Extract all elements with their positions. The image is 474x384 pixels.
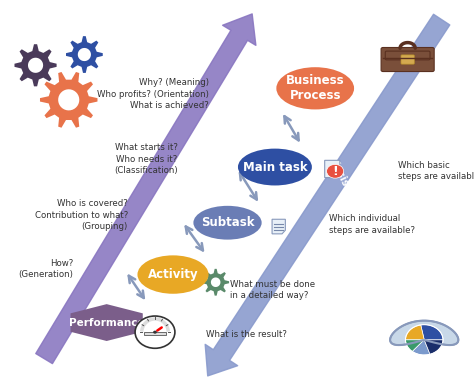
Text: Main task: Main task bbox=[243, 161, 307, 174]
Text: Business
Process: Business Process bbox=[286, 74, 345, 102]
Polygon shape bbox=[390, 321, 458, 345]
Polygon shape bbox=[15, 44, 56, 86]
Wedge shape bbox=[405, 340, 424, 352]
Wedge shape bbox=[424, 340, 443, 354]
Polygon shape bbox=[211, 278, 220, 287]
Text: Subtask: Subtask bbox=[201, 216, 254, 229]
Text: Why? (Meaning)
Who profits? (Orientation)
What is achieved?: Why? (Meaning) Who profits? (Orientation… bbox=[97, 78, 209, 110]
Text: Who is covered?
Contribution to what?
(Grouping): Who is covered? Contribution to what? (G… bbox=[35, 199, 128, 231]
Text: Which individual
steps are available?: Which individual steps are available? bbox=[329, 214, 415, 235]
Circle shape bbox=[153, 331, 157, 334]
FancyBboxPatch shape bbox=[401, 55, 414, 64]
Wedge shape bbox=[421, 324, 443, 340]
Ellipse shape bbox=[276, 67, 354, 109]
Text: Structure of Business Process: Structure of Business Process bbox=[66, 118, 147, 270]
Text: !: ! bbox=[332, 165, 338, 178]
Polygon shape bbox=[40, 72, 98, 128]
Text: Activity: Activity bbox=[148, 268, 198, 281]
Ellipse shape bbox=[137, 255, 209, 294]
FancyBboxPatch shape bbox=[385, 51, 430, 60]
Circle shape bbox=[135, 316, 175, 348]
Polygon shape bbox=[78, 48, 91, 61]
Text: How?
(Generation): How? (Generation) bbox=[18, 258, 73, 279]
FancyBboxPatch shape bbox=[144, 331, 166, 335]
Polygon shape bbox=[325, 161, 340, 177]
Polygon shape bbox=[58, 89, 79, 111]
Wedge shape bbox=[412, 340, 430, 355]
Polygon shape bbox=[202, 269, 229, 296]
Text: What starts it?
Who needs it?
(Classification): What starts it? Who needs it? (Classific… bbox=[114, 143, 178, 175]
Polygon shape bbox=[272, 219, 285, 234]
Polygon shape bbox=[28, 58, 43, 73]
Ellipse shape bbox=[193, 206, 262, 240]
Wedge shape bbox=[405, 325, 424, 340]
Text: What is the result?: What is the result? bbox=[206, 330, 287, 339]
Polygon shape bbox=[66, 36, 103, 73]
Text: Analysis of Business Process: Analysis of Business Process bbox=[321, 142, 400, 288]
Circle shape bbox=[327, 164, 344, 178]
Text: What must be done
in a detailed way?: What must be done in a detailed way? bbox=[230, 280, 315, 300]
FancyBboxPatch shape bbox=[381, 48, 434, 71]
Polygon shape bbox=[71, 304, 143, 341]
Text: Which basic
steps are available?: Which basic steps are available? bbox=[398, 161, 474, 181]
Text: Performance: Performance bbox=[69, 318, 145, 328]
Ellipse shape bbox=[238, 149, 312, 185]
